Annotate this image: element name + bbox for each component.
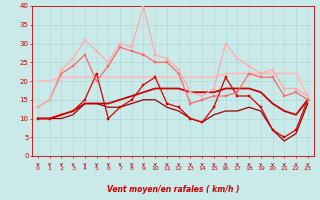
X-axis label: Vent moyen/en rafales ( km/h ): Vent moyen/en rafales ( km/h ) [107,185,239,194]
